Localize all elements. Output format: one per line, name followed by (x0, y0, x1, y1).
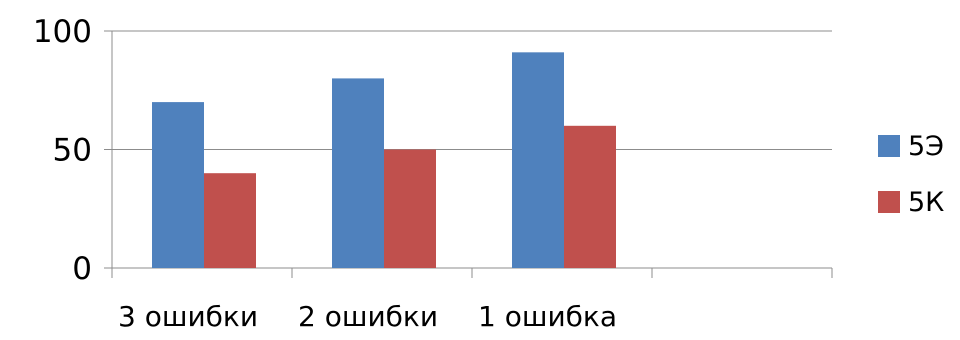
legend-swatch-2 (878, 191, 900, 213)
bar-series1-cat1 (152, 102, 204, 268)
bars (152, 52, 616, 269)
legend-label-1: 5Э (908, 131, 944, 162)
y-tick-label: 50 (53, 133, 92, 169)
x-category-label: 2 ошибки (298, 300, 438, 333)
axis-labels: 0 50 100 3 ошибки 2 ошибки 1 ошибка (33, 14, 617, 333)
legend: 5Э 5К (878, 131, 944, 218)
x-category-label: 3 ошибки (118, 300, 258, 333)
bar-series1-cat3 (512, 52, 564, 268)
y-tick-label: 100 (33, 14, 92, 50)
legend-swatch-1 (878, 135, 900, 157)
bar-series2-cat2 (384, 149, 436, 268)
x-category-label: 1 ошибка (478, 300, 617, 333)
y-tick-label: 0 (72, 251, 92, 287)
gridlines (112, 30, 832, 150)
bar-series2-cat3 (564, 125, 616, 268)
bar-series1-cat2 (332, 78, 384, 269)
legend-label-2: 5К (908, 187, 944, 218)
bar-series2-cat1 (204, 173, 256, 268)
